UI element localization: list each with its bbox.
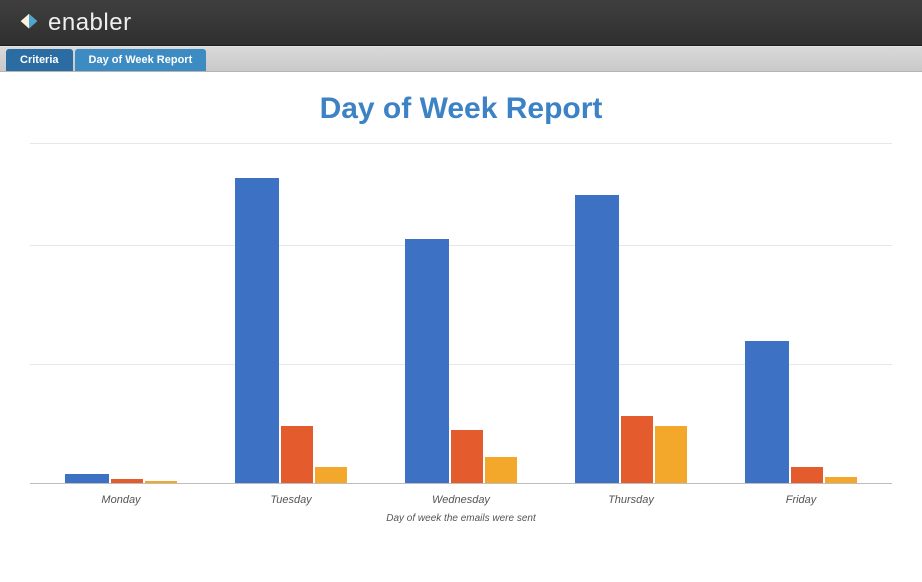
brand-name: enabler [48,9,132,37]
x-axis-label: Wednesday [376,494,546,506]
bar [485,457,517,484]
x-axis-label: Monday [36,494,206,506]
bar [281,426,313,484]
bar-group [716,144,886,484]
bar [235,178,279,484]
tab-strip: Criteria Day of Week Report [0,46,922,72]
x-axis-label: Friday [716,494,886,506]
chart-x-labels: MondayTuesdayWednesdayThursdayFriday [30,494,892,506]
bar-group [546,144,716,484]
bar-group [206,144,376,484]
bar-group [36,144,206,484]
bar-group [376,144,546,484]
tab-label: Criteria [20,54,59,66]
tab-day-of-week-report[interactable]: Day of Week Report [75,49,207,71]
app-header: enabler [0,0,922,46]
chart-x-caption: Day of week the emails were sent [30,513,892,524]
chart-plot: MondayTuesdayWednesdayThursdayFriday Day… [30,144,892,524]
bar [575,195,619,484]
chart-baseline [30,483,892,484]
bar [405,239,449,484]
bar [451,430,483,484]
bar [791,467,823,484]
bar [655,426,687,484]
bar [745,341,789,484]
bar [621,416,653,484]
tab-label: Day of Week Report [89,54,193,66]
tab-criteria[interactable]: Criteria [6,49,73,71]
x-axis-label: Tuesday [206,494,376,506]
enabler-logo-icon [18,12,40,34]
chart-area: Day of Week Report MondayTuesdayWednesda… [0,72,922,582]
chart-bars [30,144,892,484]
x-axis-label: Thursday [546,494,716,506]
bar [315,467,347,484]
brand-logo: enabler [18,9,132,37]
chart-title: Day of Week Report [30,92,892,126]
